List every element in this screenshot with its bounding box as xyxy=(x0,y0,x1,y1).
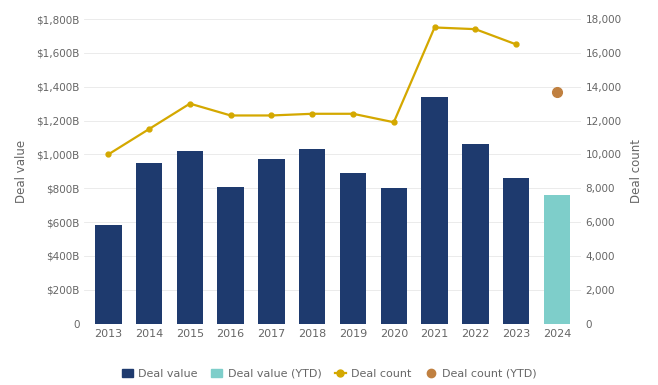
Y-axis label: Deal value: Deal value xyxy=(15,140,28,203)
Bar xyxy=(380,188,407,324)
Bar xyxy=(258,159,285,324)
Bar xyxy=(340,173,367,324)
Y-axis label: Deal count: Deal count xyxy=(630,139,643,203)
Bar xyxy=(176,151,203,324)
Bar xyxy=(299,149,326,324)
Bar xyxy=(462,144,489,324)
Legend: Deal value, Deal value (YTD), Deal count, Deal count (YTD): Deal value, Deal value (YTD), Deal count… xyxy=(117,365,541,383)
Bar xyxy=(421,97,448,324)
Bar xyxy=(544,195,570,324)
Bar xyxy=(136,163,163,324)
Bar xyxy=(503,178,530,324)
Bar xyxy=(95,226,122,324)
Bar xyxy=(217,187,244,324)
